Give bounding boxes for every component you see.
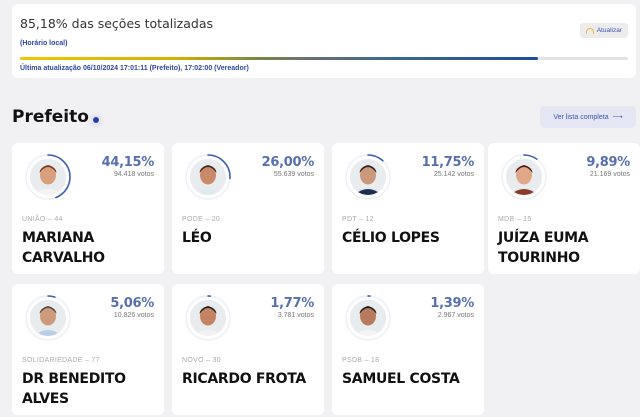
- candidate-avatar: [500, 153, 548, 201]
- candidate-card[interactable]: 1,77% 3.781 votos NOVO – 30 RICARDO FROT…: [172, 284, 324, 415]
- local-time-note: (Horário local): [20, 40, 68, 47]
- candidate-votes: 25.142 votos: [433, 171, 474, 178]
- totalization-status-card: 85,18% das seções totalizadas (Horário l…: [12, 4, 636, 78]
- see-full-list-label: Ver lista completa: [553, 113, 609, 121]
- candidate-card[interactable]: 26,00% 55.639 votos PODE – 20 LÉO: [172, 143, 324, 274]
- candidate-avatar: [344, 294, 392, 342]
- refresh-label: Atualizar: [596, 27, 622, 34]
- candidate-avatar: [24, 294, 72, 342]
- candidate-avatar: [24, 153, 72, 201]
- candidate-percentage: 9,89%: [586, 155, 630, 170]
- candidate-card[interactable]: 11,75% 25.142 votos PDT – 12 CÉLIO LOPES: [332, 143, 484, 274]
- vote-share-ring-icon: [185, 295, 231, 341]
- candidate-percentage: 44,15%: [101, 155, 155, 170]
- candidate-photo: [190, 159, 226, 195]
- vote-share-ring-icon: [185, 154, 231, 200]
- candidate-percentage: 26,00%: [261, 155, 315, 170]
- candidate-party: PSDB – 18: [342, 357, 380, 364]
- candidate-votes: 21.169 votos: [589, 171, 630, 178]
- candidate-name: LÉO: [182, 230, 212, 246]
- refresh-button[interactable]: Atualizar: [579, 23, 628, 38]
- totalization-title: 85,18% das seções totalizadas: [20, 16, 213, 31]
- candidate-percentage: 1,39%: [430, 296, 474, 311]
- candidate-party: PODE – 20: [182, 216, 221, 223]
- candidate-party: NOVO – 30: [182, 357, 221, 364]
- candidate-party: MDB – 15: [498, 216, 532, 223]
- candidate-party: UNIÃO – 44: [22, 216, 63, 223]
- candidate-votes: 94.418 votos: [113, 171, 154, 178]
- candidate-name: MARIANA CARVALHO: [22, 230, 105, 266]
- candidate-photo: [506, 159, 542, 195]
- candidate-card[interactable]: 1,39% 2.967 votos PSDB – 18 SAMUEL COSTA: [332, 284, 484, 415]
- candidate-photo: [30, 159, 66, 195]
- vote-share-ring-icon: [25, 295, 71, 341]
- vote-share-ring-icon: [345, 154, 391, 200]
- last-update-text: Última atualização 06/10/2024 17:01:11 (…: [20, 65, 249, 72]
- candidate-name: DR BENEDITO ALVES: [22, 371, 126, 407]
- candidate-votes: 55.639 votos: [273, 171, 314, 178]
- candidate-percentage: 5,06%: [110, 296, 154, 311]
- arrow-right-icon: ⟶: [612, 114, 623, 121]
- candidate-party: SOLIDARIEDADE – 77: [22, 357, 100, 364]
- candidate-avatar: [184, 153, 232, 201]
- vote-share-ring-icon: [501, 154, 547, 200]
- candidate-photo: [190, 300, 226, 336]
- candidate-name: JUÍZA EUMA TOURINHO: [498, 230, 589, 266]
- candidate-card[interactable]: 44,15% 94.418 votos UNIÃO – 44 MARIANA C…: [12, 143, 164, 274]
- candidate-photo: [30, 300, 66, 336]
- candidate-name: RICARDO FROTA: [182, 371, 306, 387]
- candidate-name: SAMUEL COSTA: [342, 371, 460, 387]
- candidate-percentage: 1,77%: [270, 296, 314, 311]
- candidate-avatar: [344, 153, 392, 201]
- candidate-card[interactable]: 9,89% 21.169 votos MDB – 15 JUÍZA EUMA T…: [488, 143, 640, 274]
- refresh-icon: [585, 27, 594, 34]
- see-full-list-button[interactable]: Ver lista completa ⟶: [540, 106, 636, 128]
- candidate-votes: 3.781 votos: [277, 312, 314, 319]
- candidate-votes: 10.826 votos: [113, 312, 154, 319]
- totalization-progress-bar: [20, 57, 628, 60]
- candidate-votes: 2.967 votos: [437, 312, 474, 319]
- candidate-name: CÉLIO LOPES: [342, 230, 440, 246]
- vote-share-ring-icon: [345, 295, 391, 341]
- candidate-percentage: 11,75%: [421, 155, 475, 170]
- candidate-party: PDT – 12: [342, 216, 374, 223]
- section-title: Prefeito: [12, 107, 89, 127]
- candidate-card[interactable]: 5,06% 10.826 votos SOLIDARIEDADE – 77 DR…: [12, 284, 164, 415]
- info-icon[interactable]: [89, 113, 103, 127]
- candidate-photo: [350, 159, 386, 195]
- vote-share-ring-icon: [25, 154, 71, 200]
- progress-fill: [20, 57, 538, 60]
- candidate-avatar: [184, 294, 232, 342]
- candidate-photo: [350, 300, 386, 336]
